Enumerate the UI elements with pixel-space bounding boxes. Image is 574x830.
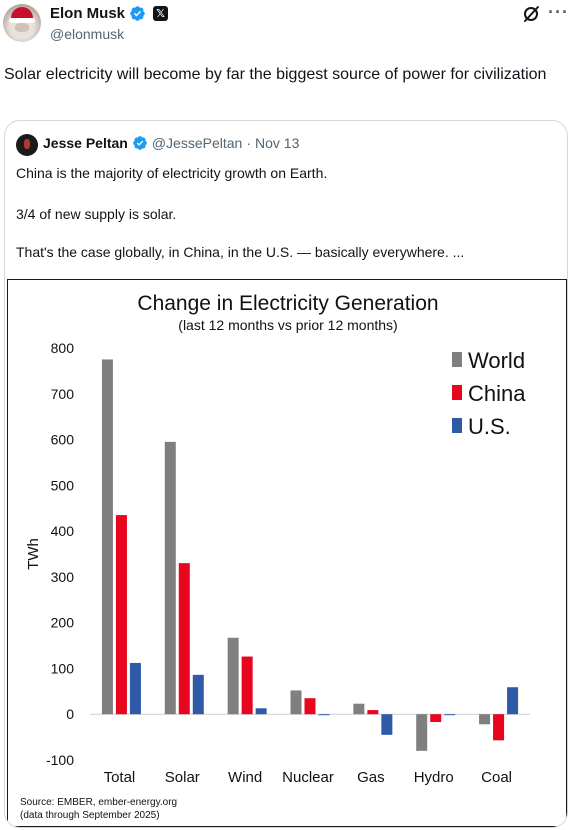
legend-swatch (452, 385, 462, 400)
chart-image[interactable]: Change in Electricity Generation (last 12… (7, 279, 567, 827)
x-tick-label: Gas (357, 769, 385, 786)
verified-badge-icon (133, 136, 147, 150)
bar-china-coal (493, 714, 505, 741)
y-tick-label: 0 (66, 706, 74, 722)
bar-world-coal (479, 714, 491, 725)
chart-title: Change in Electricity Generation (137, 292, 438, 315)
y-tick-label: 400 (51, 523, 75, 539)
bar-world-gas (353, 703, 365, 715)
legend-swatch (452, 418, 462, 433)
legend-label: World (468, 348, 525, 373)
bar-us-total (129, 662, 141, 715)
chart-source-note: (data through September 2025) (20, 810, 160, 821)
quoted-author-handle[interactable]: @JessePeltan (151, 135, 243, 151)
quoted-text-line: That's the case globally, in China, in t… (16, 244, 465, 260)
y-axis-label: TWh (25, 538, 42, 570)
y-tick-label: 800 (51, 340, 75, 356)
bar-world-hydro (416, 714, 428, 751)
bar-us-nuclear (318, 714, 330, 716)
x-tick-label: Solar (165, 769, 200, 786)
y-tick-label: 300 (51, 569, 75, 585)
bar-us-gas (381, 714, 393, 735)
y-tick-label: -100 (46, 752, 74, 768)
legend-swatch (452, 352, 462, 367)
separator-dot: · (246, 135, 251, 151)
bar-china-wind (241, 656, 253, 715)
bar-us-coal (507, 687, 519, 715)
bar-us-wind (255, 708, 267, 715)
quoted-text-line: 3/4 of new supply is solar. (16, 206, 177, 222)
tweet-header: Elon Musk 𝕏 @elonmusk ··· (0, 0, 574, 56)
bar-china-solar (178, 563, 190, 715)
legend-label: China (468, 381, 526, 406)
y-tick-label: 100 (51, 660, 75, 676)
bar-china-total (115, 515, 127, 715)
y-tick-label: 500 (51, 477, 75, 493)
bar-us-hydro (444, 714, 456, 716)
bar-china-nuclear (304, 698, 316, 715)
bar-us-solar (192, 674, 204, 715)
grok-icon[interactable] (521, 4, 541, 24)
x-tick-label: Coal (481, 769, 512, 786)
quoted-date[interactable]: Nov 13 (255, 135, 300, 151)
y-tick-label: 200 (51, 615, 75, 631)
x-tick-label: Nuclear (282, 769, 334, 786)
chart-subtitle: (last 12 months vs prior 12 months) (178, 317, 397, 333)
more-options-icon[interactable]: ··· (548, 2, 569, 22)
bar-world-total (101, 359, 113, 715)
bar-china-hydro (430, 714, 442, 723)
quoted-tweet[interactable]: Jesse Peltan @JessePeltan · Nov 13 China… (4, 120, 568, 828)
electricity-generation-chart: Change in Electricity Generation (last 12… (20, 292, 530, 821)
quoted-author-row: Jesse Peltan @JessePeltan · Nov 13 (43, 135, 299, 151)
bar-world-nuclear (290, 690, 302, 715)
y-tick-label: 600 (51, 432, 75, 448)
bar-world-wind (227, 637, 239, 715)
x-tick-label: Hydro (414, 769, 454, 786)
quoted-author-avatar[interactable] (16, 134, 38, 156)
author-handle[interactable]: @elonmusk (50, 26, 125, 42)
y-tick-label: 700 (51, 386, 75, 402)
verified-badge-icon (130, 6, 145, 21)
author-avatar[interactable] (3, 4, 41, 42)
tweet-text: Solar electricity will become by far the… (4, 66, 547, 83)
x-logo-icon[interactable]: 𝕏 (153, 6, 169, 21)
chart-source: Source: EMBER, ember-energy.org (20, 797, 177, 808)
quoted-text-line: China is the majority of electricity gro… (16, 165, 328, 181)
quoted-author-name[interactable]: Jesse Peltan (43, 135, 128, 151)
x-tick-label: Wind (228, 769, 262, 786)
x-tick-label: Total (104, 769, 136, 786)
bar-china-gas (367, 710, 379, 715)
author-name[interactable]: Elon Musk (50, 5, 126, 22)
legend-label: U.S. (468, 414, 511, 439)
bar-world-solar (164, 441, 176, 715)
author-name-row: Elon Musk 𝕏 (50, 5, 169, 22)
